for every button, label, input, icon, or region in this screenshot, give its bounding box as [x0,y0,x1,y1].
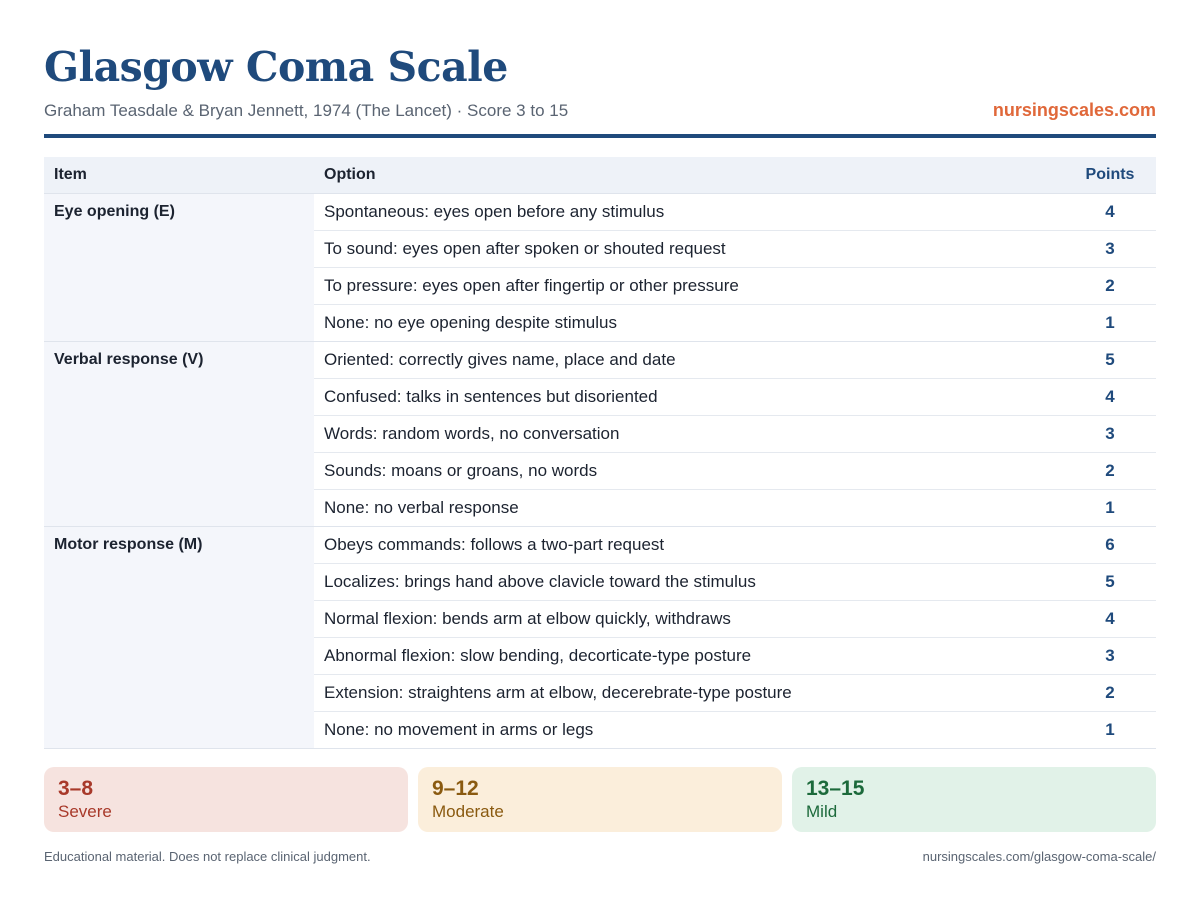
table-row: Words: random words, no conversation 3 [314,416,1156,453]
points-value: 2 [1105,683,1115,702]
group-eye-opening: Eye opening (E) Spontaneous: eyes open b… [44,194,1156,342]
brand-link[interactable]: nursingscales.com [992,100,1156,120]
table-row: Abnormal flexion: slow bending, decortic… [314,638,1156,675]
header-divider [44,134,1156,138]
band-label: Mild [806,802,838,821]
scale-table: Item Option Points Eye opening (E) Spont… [44,157,1156,749]
table-row: Sounds: moans or groans, no words 2 [314,453,1156,490]
severity-band-mild: 13–15 Mild [792,767,1156,832]
points-value: 2 [1105,276,1115,295]
option-text: To pressure: eyes open after fingertip o… [324,276,739,295]
band-range: 13–15 [806,777,865,800]
column-header-option: Option [324,166,376,183]
table-row: To sound: eyes open after spoken or shou… [314,231,1156,268]
option-text: None: no eye opening despite stimulus [324,313,617,332]
group-label: Eye opening (E) [44,194,314,341]
table-row: Oriented: correctly gives name, place an… [314,342,1156,379]
group-label: Verbal response (V) [44,342,314,526]
footer-url: nursingscales.com/glasgow-coma-scale/ [922,849,1156,864]
band-range: 9–12 [432,777,479,800]
option-text: Confused: talks in sentences but disorie… [324,387,658,406]
table-row: Localizes: brings hand above clavicle to… [314,564,1156,601]
table-row: Normal flexion: bends arm at elbow quick… [314,601,1156,638]
table-row: To pressure: eyes open after fingertip o… [314,268,1156,305]
severity-band-severe: 3–8 Severe [44,767,408,832]
option-text: Sounds: moans or groans, no words [324,461,598,480]
page-title: Glasgow Coma Scale [44,43,508,91]
table-row: None: no eye opening despite stimulus 1 [314,305,1156,341]
table-row: None: no verbal response 1 [314,490,1156,526]
option-text: To sound: eyes open after spoken or shou… [324,239,726,258]
table-row: None: no movement in arms or legs 1 [314,712,1156,748]
option-text: Obeys commands: follows a two-part reque… [324,535,665,554]
disclaimer-note: Educational material. Does not replace c… [44,849,371,864]
column-header-item: Item [54,166,87,183]
points-value: 4 [1105,202,1115,221]
group-motor-response: Motor response (M) Obeys commands: follo… [44,527,1156,749]
points-value: 5 [1105,350,1115,369]
band-range: 3–8 [58,777,94,800]
option-text: Oriented: correctly gives name, place an… [324,350,676,369]
option-text: Words: random words, no conversation [324,424,620,443]
table-row: Extension: straightens arm at elbow, dec… [314,675,1156,712]
points-value: 3 [1105,424,1115,443]
option-text: Abnormal flexion: slow bending, decortic… [324,646,752,665]
severity-bands: 3–8 Severe 9–12 Moderate 13–15 Mild [44,767,1156,832]
column-header-points: Points [1085,166,1135,183]
band-label: Moderate [432,802,504,821]
option-text: Extension: straightens arm at elbow, dec… [324,683,792,702]
points-value: 4 [1105,609,1115,628]
table-row: Obeys commands: follows a two-part reque… [314,527,1156,564]
points-value: 4 [1105,387,1115,406]
points-value: 1 [1105,313,1115,332]
band-label: Severe [58,802,112,821]
points-value: 6 [1105,535,1115,554]
points-value: 1 [1105,498,1115,517]
severity-band-moderate: 9–12 Moderate [418,767,782,832]
table-row: Spontaneous: eyes open before any stimul… [314,194,1156,231]
option-text: Localizes: brings hand above clavicle to… [324,572,756,591]
points-value: 2 [1105,461,1115,480]
points-value: 3 [1105,646,1115,665]
option-text: Spontaneous: eyes open before any stimul… [324,202,665,221]
option-text: None: no movement in arms or legs [324,720,594,739]
group-verbal-response: Verbal response (V) Oriented: correctly … [44,342,1156,527]
table-header: Item Option Points [44,157,1156,194]
table-row: Confused: talks in sentences but disorie… [314,379,1156,416]
points-value: 1 [1105,720,1115,739]
option-text: Normal flexion: bends arm at elbow quick… [324,609,731,628]
points-value: 5 [1105,572,1115,591]
page-subtitle: Graham Teasdale & Bryan Jennett, 1974 (T… [44,101,569,120]
option-text: None: no verbal response [324,498,519,517]
points-value: 3 [1105,239,1115,258]
group-label: Motor response (M) [44,527,314,748]
